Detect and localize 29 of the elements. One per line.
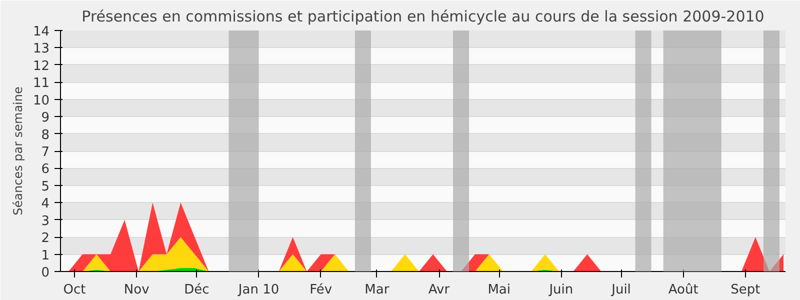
y-axis-title: Séances par semaine (10, 86, 25, 216)
y-tick-label: 1 (41, 248, 50, 264)
y-tick-label: 8 (41, 128, 50, 143)
x-tick-label: Jan 10 (237, 282, 280, 298)
x-tick-label: Juin (548, 282, 574, 298)
y-tick-label: 4 (41, 196, 50, 212)
x-tick-label: Avr (428, 282, 450, 298)
chart-title: Présences en commissions et participation en hémicycle au cours de la session 2009-2010 (82, 8, 764, 26)
y-tick-label: 10 (32, 93, 50, 108)
y-tick-label: 5 (41, 179, 50, 194)
x-tick-label: Nov (124, 282, 150, 298)
y-tick-label: 3 (41, 214, 50, 229)
x-tick-label: Mar (364, 282, 390, 298)
y-tick-label: 13 (32, 42, 50, 57)
y-tick-label: 12 (32, 58, 50, 74)
x-tick-label: Oct (63, 282, 86, 298)
x-tick-label: Sept (730, 282, 760, 298)
x-tick-label: Juil (610, 282, 631, 298)
x-tick-label: Déc (184, 282, 210, 298)
y-tick-label: 11 (32, 76, 50, 92)
y-tick-label: 2 (41, 231, 50, 246)
x-tick-label: Mai (488, 282, 511, 298)
x-tick-label: Août (668, 282, 698, 298)
y-tick-label: 7 (41, 145, 50, 160)
x-tick-label: Fév (310, 282, 332, 298)
y-tick-label: 6 (41, 162, 50, 178)
y-tick-label: 9 (41, 110, 50, 126)
y-tick-label: 14 (32, 24, 50, 40)
y-tick-label: 0 (41, 266, 50, 280)
